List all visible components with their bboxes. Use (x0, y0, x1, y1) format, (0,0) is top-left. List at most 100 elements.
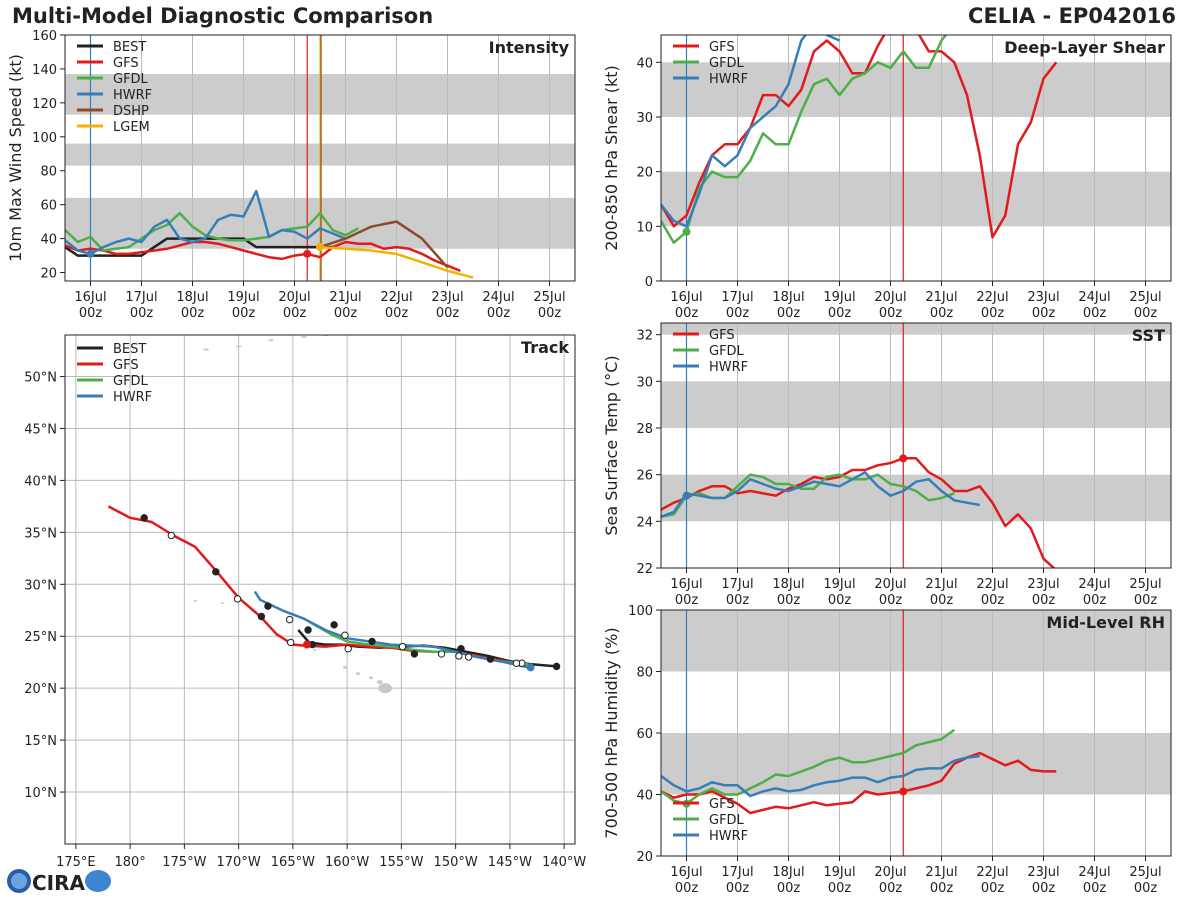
x-tick-label-date: 18Jul (772, 865, 804, 880)
y-tick-label: 20 (40, 267, 57, 282)
storm-id: CELIA - EP042016 (968, 4, 1176, 28)
x-tick-label-date: 17Jul (721, 290, 753, 305)
panel-title: Intensity (489, 38, 570, 57)
legend-label-hwrf: HWRF (113, 390, 152, 405)
x-tick-label-date: 25Jul (1129, 577, 1161, 592)
x-tick-label-date: 16Jul (74, 290, 106, 305)
longitude-label: 175°W (162, 855, 206, 870)
y-tick-label: 22 (636, 562, 653, 577)
legend-label-gfdl: GFDL (709, 56, 745, 71)
legend-label-gfs: GFS (113, 358, 139, 373)
x-tick-label-hour: 00z (777, 593, 801, 608)
legend-label-best: BEST (113, 342, 146, 357)
x-tick-label-date: 23Jul (431, 290, 463, 305)
aleutian-landmass (300, 335, 307, 339)
y-tick-label: 160 (32, 29, 57, 44)
shaded-band (661, 171, 1171, 227)
x-tick-label-date: 25Jul (1129, 290, 1161, 305)
y-tick-label: 40 (636, 56, 653, 71)
sst-panel: 16Jul00z17Jul00z18Jul00z19Jul00z20Jul00z… (602, 322, 1172, 608)
latitude-label: 40°N (24, 474, 57, 489)
aleutian-landmass (268, 338, 275, 342)
shaded-band (661, 323, 1171, 335)
y-tick-label: 30 (636, 111, 653, 126)
y-tick-label: 26 (636, 469, 653, 484)
longitude-label: 175°E (56, 855, 96, 870)
x-tick-label-hour: 00z (726, 593, 750, 608)
longitude-label: 165°W (271, 855, 315, 870)
island-landmass (220, 602, 224, 605)
track-position-marker (344, 645, 352, 653)
x-tick-label-hour: 00z (777, 306, 801, 321)
panel-title: Track (521, 338, 569, 357)
track-position-marker (455, 652, 463, 660)
globe-inner (11, 873, 27, 889)
x-tick-label-date: 20Jul (874, 290, 906, 305)
x-tick-label-date: 21Jul (925, 577, 957, 592)
track-position-marker (437, 650, 446, 658)
aleutian-landmass (235, 345, 242, 348)
x-tick-label-hour: 00z (1032, 881, 1056, 896)
series-marker-gfs (303, 249, 312, 258)
x-tick-label-hour: 00z (1032, 593, 1056, 608)
x-tick-label-date: 19Jul (823, 577, 855, 592)
legend-label-gfdl: GFDL (709, 813, 745, 828)
latitude-label: 45°N (24, 422, 57, 437)
series-line-gfs (65, 240, 461, 272)
legend-label-gfs: GFS (709, 40, 735, 55)
shaded-band (661, 610, 1171, 672)
x-tick-label-hour: 00z (538, 306, 562, 321)
y-tick-label: 80 (636, 666, 653, 681)
plot-frame (660, 609, 1172, 857)
x-tick-label-date: 21Jul (925, 865, 957, 880)
y-tick-label: 60 (40, 199, 57, 214)
x-tick-label-date: 25Jul (1129, 865, 1161, 880)
x-tick-label-date: 16Jul (670, 290, 702, 305)
legend-label-hwrf: HWRF (709, 360, 748, 375)
island-landmass (378, 683, 393, 694)
shaded-band (661, 62, 1171, 117)
plot-area (661, 323, 1171, 568)
x-tick-label-hour: 00z (334, 306, 358, 321)
y-tick-label: 60 (636, 727, 653, 742)
y-tick-label: 30 (636, 375, 653, 390)
y-axis-label: 200-850 hPa Shear (kt) (602, 65, 621, 251)
x-tick-label-hour: 00z (777, 881, 801, 896)
longitude-label: 180° (114, 855, 145, 870)
legend-label-gfdl: GFDL (113, 374, 149, 389)
track-position-marker (330, 621, 338, 629)
x-tick-label-date: 20Jul (278, 290, 310, 305)
legend-label-hwrf: HWRF (709, 829, 748, 844)
y-tick-label: 10 (636, 220, 653, 235)
x-tick-label-hour: 00z (1134, 593, 1158, 608)
cira-logo: CIRA (7, 869, 111, 895)
y-tick-label: 120 (32, 97, 57, 112)
longitude-label: 155°W (379, 855, 423, 870)
plot-frame (660, 322, 1172, 569)
longitude-label: 145°W (488, 855, 532, 870)
x-tick-label-hour: 00z (1083, 593, 1107, 608)
map-frame (64, 334, 576, 845)
y-axis-label: 700-500 hPa Humidity (%) (602, 627, 621, 838)
longitude-label: 140°W (542, 855, 586, 870)
latitude-label: 50°N (24, 371, 57, 386)
x-tick-label-hour: 00z (879, 306, 903, 321)
longitude-label: 160°W (325, 855, 369, 870)
series-line-gfdl (661, 35, 948, 244)
track-position-marker (457, 645, 465, 653)
track-position-marker (341, 631, 349, 639)
island-landmass (376, 679, 383, 684)
series-line-gfdl (65, 211, 359, 252)
y-tick-label: 40 (636, 789, 653, 804)
x-tick-label-date: 23Jul (1027, 865, 1059, 880)
y-tick-label: 32 (636, 329, 653, 344)
legend-label-hwrf: HWRF (709, 72, 748, 87)
x-tick-label-date: 22Jul (976, 577, 1008, 592)
panel-title: Deep-Layer Shear (1004, 38, 1165, 57)
x-tick-label-hour: 00z (675, 881, 699, 896)
y-tick-label: 28 (636, 422, 653, 437)
current-position-gfs (302, 640, 311, 649)
x-tick-label-date: 22Jul (976, 865, 1008, 880)
track-position-marker (140, 514, 148, 522)
x-tick-label-date: 19Jul (823, 290, 855, 305)
